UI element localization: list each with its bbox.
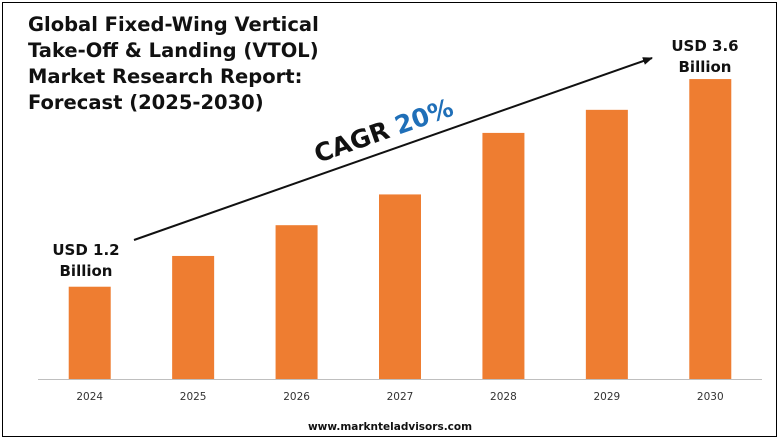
x-tick-2027: 2027 (387, 391, 414, 403)
bar-2029 (585, 109, 628, 379)
start-value-label-line-2: Billion (60, 262, 113, 280)
start-value-label-line-1: USD 1.2 (52, 241, 119, 259)
title-line-2: Take-Off & Landing (VTOL) (28, 39, 319, 62)
bar-2025 (172, 255, 215, 379)
x-tick-2029: 2029 (593, 391, 620, 403)
cagr-prefix: CAGR (310, 116, 393, 169)
bar-2027 (379, 194, 421, 379)
x-tick-2028: 2028 (490, 391, 517, 403)
bar-2024 (68, 286, 111, 379)
title-line-1: Global Fixed-Wing Vertical (28, 13, 319, 36)
growth-arrow (133, 57, 653, 241)
x-tick-2025: 2025 (180, 391, 207, 403)
title-line-3: Market Research Report: (28, 65, 303, 88)
end-value-label-line-1: USD 3.6 (671, 37, 738, 55)
x-tick-2024: 2024 (76, 391, 103, 403)
bars-group (68, 79, 732, 380)
title-line-4: Forecast (2025-2030) (28, 91, 264, 114)
footer-url: www.marknteladvisors.com (307, 421, 473, 433)
end-value-label-line-2: Billion (679, 58, 732, 76)
x-tick-labels: 2024 2025 2026 2027 2028 2029 2030 (76, 391, 723, 403)
x-tick-2026: 2026 (283, 391, 310, 403)
chart-title: Global Fixed-Wing Vertical Take-Off & La… (28, 12, 348, 116)
cagr-value: 20% (391, 93, 457, 140)
bar-2026 (275, 225, 318, 379)
cagr-label: CAGR20% (310, 93, 457, 169)
x-tick-2030: 2030 (697, 391, 724, 403)
bar-2028 (482, 132, 525, 379)
bar-2030 (689, 79, 732, 380)
